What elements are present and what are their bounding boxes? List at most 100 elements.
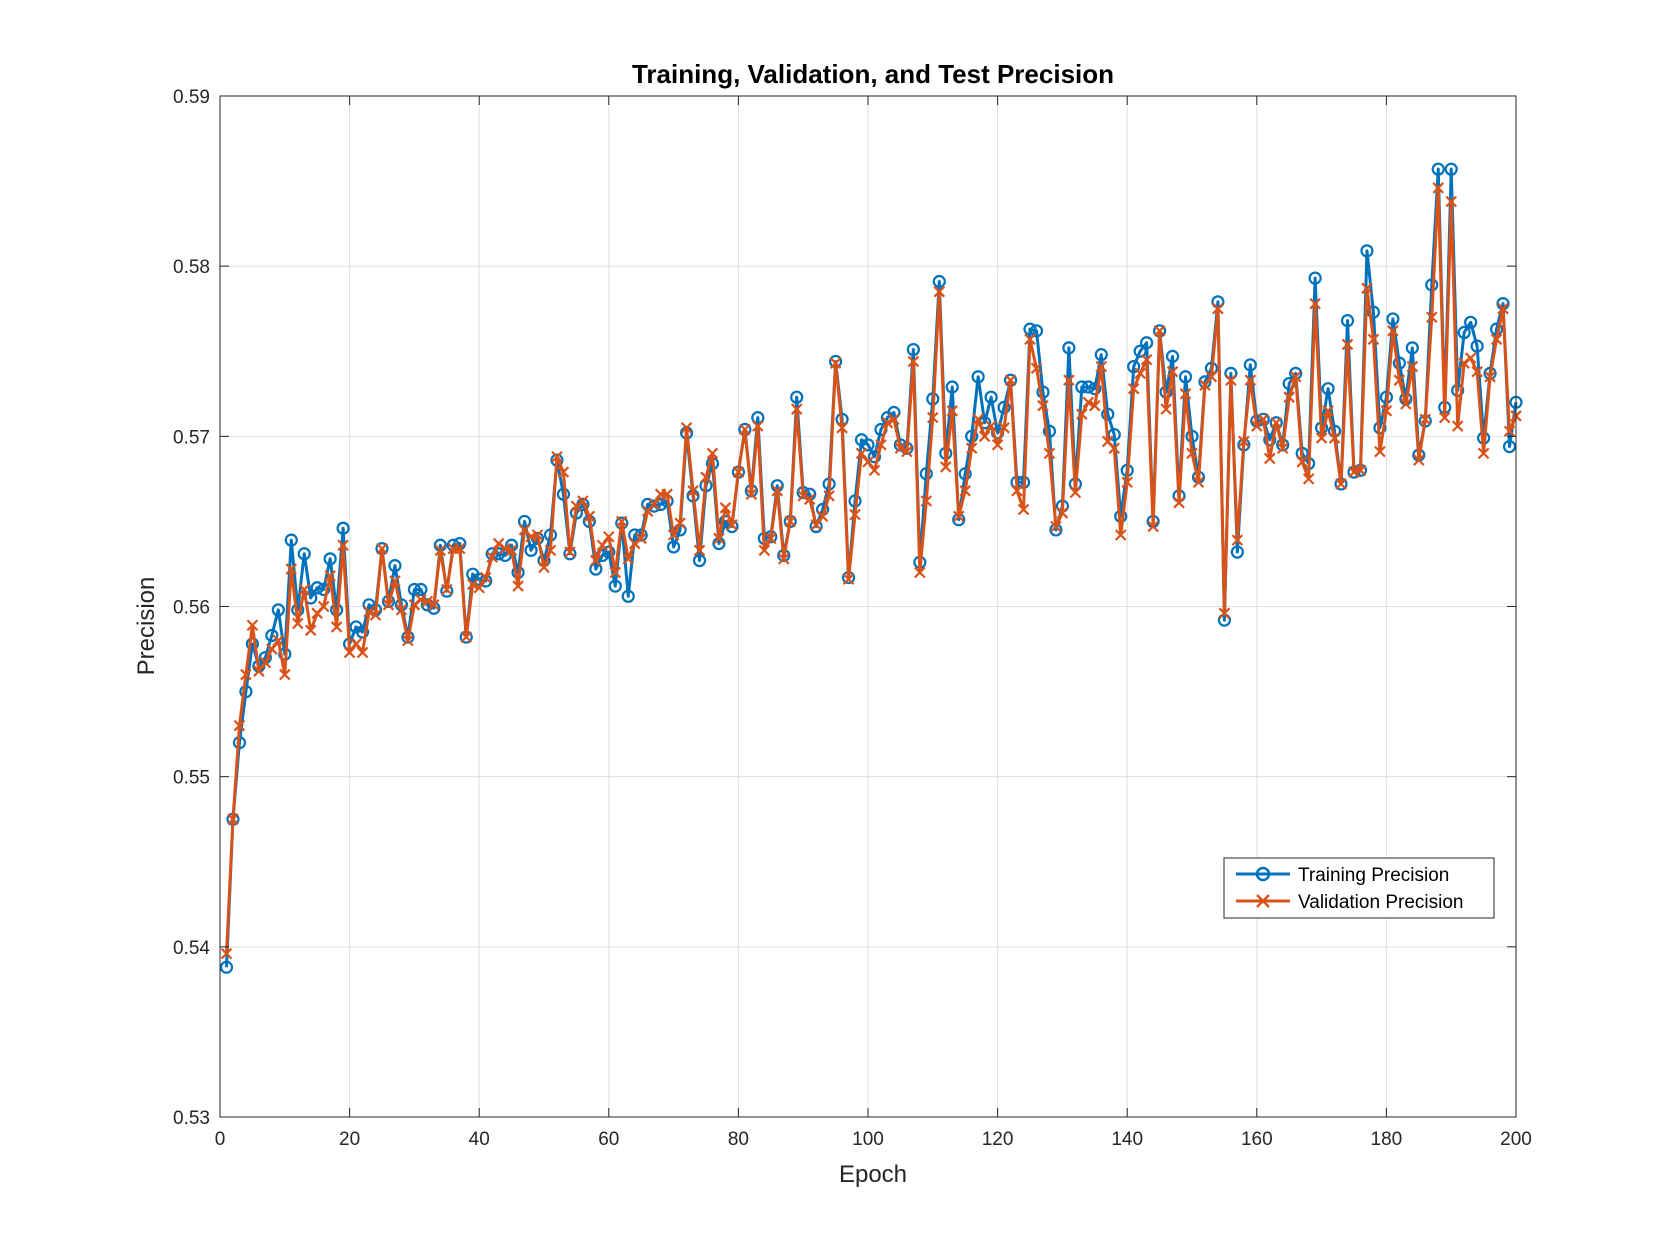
data-point <box>894 442 907 455</box>
data-point <box>1063 374 1075 386</box>
data-point <box>719 502 732 514</box>
data-point <box>628 528 642 542</box>
data-point <box>453 542 466 555</box>
data-point <box>1328 432 1341 444</box>
data-point <box>745 488 758 500</box>
data-point <box>1160 403 1172 415</box>
data-point <box>952 510 965 523</box>
data-point <box>1127 359 1141 374</box>
data-point <box>751 411 765 425</box>
x-tick-label: 80 <box>728 1129 749 1150</box>
x-tick-label: 180 <box>1371 1129 1403 1150</box>
y-tick-label: 0.58 <box>173 257 210 278</box>
data-point <box>1121 476 1133 489</box>
data-point <box>1050 520 1062 533</box>
data-point <box>1470 339 1484 353</box>
data-point <box>544 544 557 557</box>
data-point <box>1445 195 1457 208</box>
data-point <box>246 619 259 631</box>
data-point <box>648 498 660 511</box>
data-point <box>1244 374 1257 386</box>
data-point <box>466 578 479 591</box>
data-point <box>1004 374 1017 386</box>
data-point <box>577 495 589 507</box>
data-point <box>615 515 628 528</box>
data-point <box>1360 244 1374 258</box>
data-point <box>1243 358 1257 372</box>
data-point <box>680 422 693 434</box>
legend-marker-circle-icon <box>1255 866 1271 882</box>
data-point <box>608 579 622 593</box>
data-point <box>907 355 920 368</box>
data-point <box>971 370 985 384</box>
data-point <box>517 514 532 529</box>
data-point <box>1166 365 1179 378</box>
data-point <box>984 390 998 404</box>
data-point <box>1263 433 1277 447</box>
data-point <box>790 403 803 415</box>
data-point <box>959 485 971 497</box>
data-point <box>829 357 842 369</box>
data-point <box>1037 399 1049 412</box>
data-point <box>1218 607 1231 620</box>
y-tick-label: 0.54 <box>173 938 210 959</box>
x-tick-label: 60 <box>598 1129 619 1150</box>
data-point <box>434 544 447 557</box>
x-tick-label: 200 <box>1500 1129 1532 1150</box>
legend-box <box>1223 857 1495 919</box>
data-point <box>265 628 279 643</box>
data-point <box>557 466 570 478</box>
data-point <box>1147 520 1159 533</box>
data-point <box>279 668 291 681</box>
data-point <box>486 551 498 563</box>
legend-marker-x-icon <box>1256 894 1270 908</box>
data-point <box>1322 405 1334 417</box>
data-point <box>965 442 978 455</box>
data-point <box>441 583 453 596</box>
data-point <box>297 547 311 561</box>
data-point <box>233 719 246 732</box>
data-point <box>376 542 388 555</box>
data-point <box>389 575 401 587</box>
data-point <box>985 420 997 432</box>
data-point <box>692 553 707 568</box>
data-point <box>402 634 414 647</box>
data-point <box>771 485 784 497</box>
data-point <box>1276 442 1289 455</box>
y-tick-label: 0.55 <box>173 768 210 789</box>
data-point <box>1140 336 1154 350</box>
data-point <box>687 485 699 497</box>
data-point <box>1186 447 1198 460</box>
data-point <box>1230 545 1244 559</box>
data-point <box>1380 405 1393 417</box>
data-point <box>706 447 719 460</box>
data-point <box>997 400 1011 415</box>
data-point <box>460 631 473 643</box>
y-tick-label: 0.53 <box>173 1108 210 1129</box>
data-point <box>473 582 485 594</box>
data-point <box>1199 379 1211 392</box>
data-point <box>1503 425 1516 438</box>
chart-title: Training, Validation, and Test Precision <box>632 59 1114 89</box>
data-point <box>634 528 648 542</box>
data-point <box>1451 420 1464 432</box>
data-point <box>323 552 337 566</box>
data-point <box>700 471 712 483</box>
data-point <box>1134 367 1146 380</box>
data-point <box>732 466 745 478</box>
data-point <box>609 566 622 579</box>
data-point <box>1075 380 1089 394</box>
data-point <box>428 599 440 611</box>
data-point <box>1205 370 1218 383</box>
data-point <box>1374 445 1386 458</box>
data-point <box>1108 442 1121 455</box>
data-point <box>350 638 362 650</box>
data-point <box>355 625 370 639</box>
data-point <box>1400 398 1412 410</box>
data-point <box>310 581 324 595</box>
x-tick-label: 160 <box>1241 1129 1273 1150</box>
data-point <box>991 439 1004 451</box>
x-tick-label: 140 <box>1111 1129 1143 1150</box>
data-point <box>933 285 946 298</box>
data-point <box>245 637 259 651</box>
